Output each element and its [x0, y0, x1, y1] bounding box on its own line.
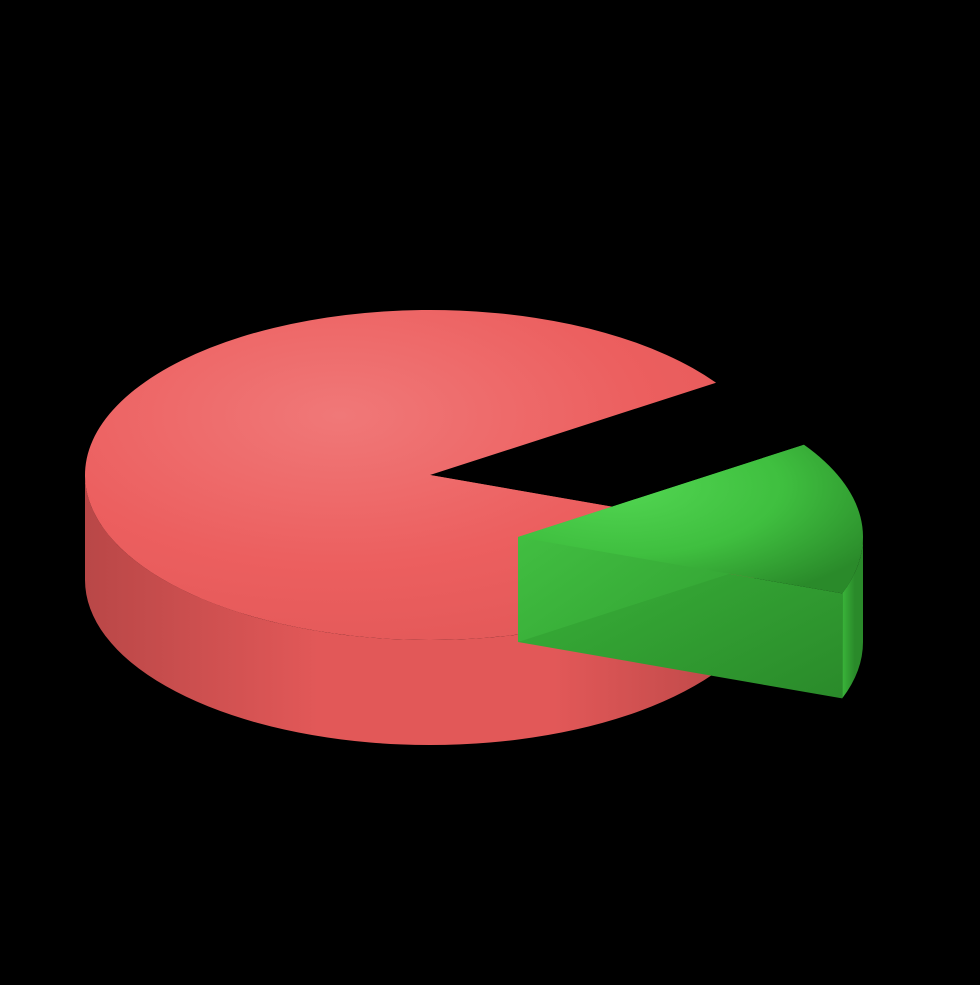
chart-svg — [0, 0, 980, 980]
pie-chart-3d — [0, 0, 980, 980]
